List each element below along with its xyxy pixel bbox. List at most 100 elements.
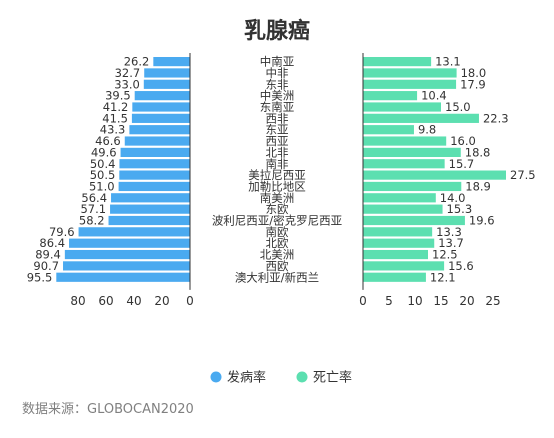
incidence-bar <box>143 79 190 89</box>
mortality-bar <box>363 113 479 123</box>
legend-marker <box>210 371 222 383</box>
mortality-bar <box>363 249 428 260</box>
mortality-bar <box>363 261 445 271</box>
incidence-label: 50.5 <box>90 168 116 182</box>
mortality-bar <box>363 227 433 237</box>
left-tick-label: 0 <box>186 294 194 308</box>
mortality-bar <box>363 147 461 157</box>
category-label: 中南亚 <box>260 55 295 69</box>
legend-marker <box>296 371 308 383</box>
incidence-bar <box>56 272 190 282</box>
right-tick-label: 20 <box>459 294 474 308</box>
category-label: 西欧 <box>266 259 289 273</box>
mortality-bar <box>363 136 447 146</box>
mortality-label: 19.6 <box>469 214 495 228</box>
incidence-label: 33.0 <box>114 77 140 91</box>
incidence-label: 41.2 <box>103 100 129 114</box>
incidence-bar <box>132 102 190 112</box>
mortality-label: 13.3 <box>436 225 462 239</box>
mortality-bar <box>363 193 436 203</box>
axes-layer: 80 60 40 20 0 0 5 10 15 20 25 <box>70 53 501 308</box>
incidence-bar <box>118 181 190 192</box>
category-label: 南非 <box>266 157 289 171</box>
mortality-bar <box>363 125 414 135</box>
incidence-bar <box>108 215 190 226</box>
category-label: 澳大利亚/新西兰 <box>235 270 319 284</box>
left-tick-label: 20 <box>154 294 169 308</box>
incidence-label: 86.4 <box>39 236 65 250</box>
incidence-bar <box>63 261 190 271</box>
mortality-label: 17.9 <box>460 77 486 91</box>
mortality-label: 13.7 <box>438 236 464 250</box>
incidence-label: 56.4 <box>81 191 107 205</box>
incidence-bar <box>144 68 190 78</box>
incidence-bar <box>110 204 190 214</box>
mortality-bar <box>363 159 445 169</box>
category-label: 南美洲 <box>260 191 295 205</box>
incidence-bar <box>129 125 190 135</box>
mortality-label: 18.9 <box>465 179 491 193</box>
incidence-bar <box>120 147 190 157</box>
incidence-label: 46.6 <box>95 134 121 148</box>
right-tick-label: 15 <box>433 294 448 308</box>
mortality-label: 16.0 <box>450 134 476 148</box>
mortality-label: 12.1 <box>430 270 456 284</box>
incidence-bar <box>69 238 190 248</box>
incidence-label: 49.6 <box>91 145 117 159</box>
category-label: 东亚 <box>266 123 289 137</box>
mortality-label: 18.0 <box>461 66 487 80</box>
mortality-bar <box>363 102 441 112</box>
incidence-bar <box>119 159 190 169</box>
incidence-label: 50.4 <box>90 157 116 171</box>
mortality-label: 15.3 <box>447 202 473 216</box>
data-source-note: 数据来源：GLOBOCAN2020 <box>22 402 194 417</box>
mortality-bar <box>363 204 443 214</box>
mortality-bar <box>363 170 506 180</box>
incidence-bar <box>64 249 190 260</box>
mortality-label: 27.5 <box>510 168 536 182</box>
left-tick-label: 60 <box>98 294 113 308</box>
mortality-label: 9.8 <box>418 123 436 137</box>
legend: 发病率 死亡率 <box>210 370 352 386</box>
category-label: 南欧 <box>266 225 289 239</box>
mortality-label: 14.0 <box>440 191 466 205</box>
right-tick-label: 0 <box>359 294 367 308</box>
category-label: 加勒比地区 <box>248 179 306 193</box>
mortality-bar <box>363 57 432 67</box>
mortality-bar <box>363 79 457 89</box>
category-label: 西亚 <box>266 134 289 148</box>
legend-label: 死亡率 <box>313 370 352 386</box>
incidence-label: 79.6 <box>49 225 75 239</box>
category-label: 中美洲 <box>260 89 295 103</box>
incidence-label: 58.2 <box>79 214 105 228</box>
incidence-label: 89.4 <box>35 248 61 262</box>
mortality-bar <box>363 181 462 192</box>
mortality-bar <box>363 272 426 282</box>
incidence-label: 39.5 <box>105 89 131 103</box>
mortality-bar <box>363 68 457 78</box>
chart-title: 乳腺癌 <box>244 18 310 44</box>
incidence-bar <box>153 57 190 67</box>
category-label: 中非 <box>266 66 289 80</box>
mortality-bar <box>363 215 465 226</box>
incidence-bar <box>134 91 190 101</box>
left-tick-label: 80 <box>70 294 85 308</box>
right-tick-label: 25 <box>485 294 500 308</box>
incidence-bar <box>111 193 190 203</box>
category-label: 西非 <box>266 111 289 125</box>
category-label: 东南亚 <box>260 100 295 114</box>
left-tick-label: 40 <box>126 294 141 308</box>
incidence-bar <box>124 136 190 146</box>
right-tick-label: 5 <box>385 294 393 308</box>
mortality-label: 18.8 <box>465 145 491 159</box>
mortality-label: 15.7 <box>449 157 475 171</box>
mortality-label: 15.0 <box>445 100 471 114</box>
incidence-bar <box>131 113 190 123</box>
mortality-label: 22.3 <box>483 111 509 125</box>
incidence-label: 41.5 <box>102 111 128 125</box>
category-label: 北欧 <box>266 236 289 250</box>
incidence-bar <box>119 170 190 180</box>
mortality-bar <box>363 91 418 101</box>
